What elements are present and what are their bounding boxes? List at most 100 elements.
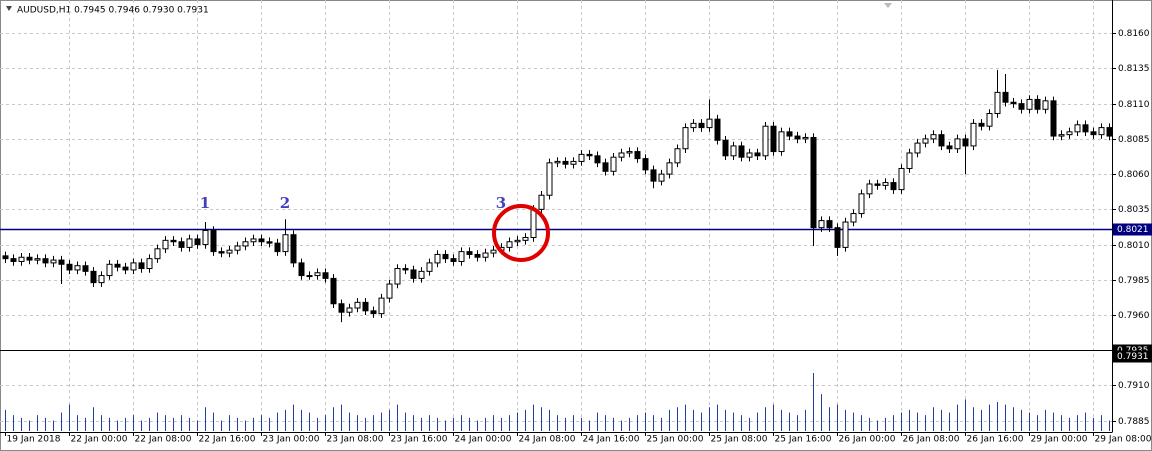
candle-body <box>850 213 857 223</box>
candle-body <box>10 258 17 262</box>
last-price-box <box>1113 350 1152 363</box>
x-tick-label: 22 Jan 00:00 <box>71 435 128 445</box>
candle-body <box>954 138 961 150</box>
candle-body <box>298 262 305 277</box>
candle-body <box>866 183 873 195</box>
candle-body <box>194 238 201 246</box>
candle-body <box>178 241 185 248</box>
y-tick-label: 0.8010 <box>1118 241 1150 251</box>
candle-body <box>378 297 385 315</box>
x-tick-label: 29 Jan 08:00 <box>1095 435 1152 445</box>
candle-body <box>394 268 401 285</box>
candle-body <box>794 135 801 140</box>
candle-body <box>50 259 57 264</box>
x-tick-label: 26 Jan 16:00 <box>967 435 1024 445</box>
candle-body <box>226 249 233 254</box>
candle-body <box>922 138 929 144</box>
candle-body <box>682 127 689 150</box>
y-tick-label: 0.8160 <box>1118 29 1150 39</box>
candle-body <box>402 268 409 271</box>
y-tick-label: 0.8085 <box>1118 135 1150 145</box>
y-tick-label: 0.8035 <box>1118 205 1150 215</box>
candle-body <box>690 122 697 129</box>
candle-body <box>930 134 937 140</box>
candle-body <box>82 265 89 272</box>
candle-body <box>770 125 777 153</box>
candle-body <box>1018 103 1025 110</box>
candle-body <box>914 142 921 154</box>
candle-body <box>274 242 281 253</box>
candle-body <box>858 193 865 215</box>
candle-body <box>978 122 985 127</box>
candle-body <box>122 266 129 271</box>
x-tick-label: 22 Jan 16:00 <box>199 435 256 445</box>
candle-body <box>338 303 345 313</box>
candle-body <box>330 277 337 305</box>
x-tick-label: 26 Jan 00:00 <box>839 435 896 445</box>
candle-body <box>554 160 561 164</box>
candle-body <box>602 162 609 172</box>
candle-body <box>58 259 65 265</box>
level-label: 0.8021 <box>1117 225 1149 235</box>
highlight-circle <box>492 204 550 262</box>
candle-body <box>66 263 73 271</box>
candle-body <box>130 262 137 271</box>
x-tick-label: 24 Jan 08:00 <box>519 435 576 445</box>
candle-body <box>898 167 905 191</box>
annotation: 2 <box>280 194 290 212</box>
candle-body <box>34 258 41 261</box>
candle-body <box>562 160 569 165</box>
candle-body <box>490 249 497 254</box>
candle-body <box>586 153 593 157</box>
candle-body <box>154 248 161 260</box>
candle-body <box>666 162 673 175</box>
candle-body <box>994 91 1001 115</box>
candle-body <box>634 151 641 160</box>
candle-body <box>642 158 649 171</box>
candle-body <box>730 145 737 157</box>
candle-body <box>1010 101 1017 105</box>
candle-body <box>722 139 729 157</box>
candle-body <box>650 169 657 182</box>
candle-body <box>946 145 953 150</box>
x-tick-label: 25 Jan 16:00 <box>775 435 832 445</box>
candle-body <box>706 118 713 129</box>
candle-body <box>442 253 449 260</box>
candle-body <box>354 301 361 309</box>
candle-body <box>522 237 529 241</box>
candle-body <box>530 208 537 239</box>
candle-body <box>370 310 377 315</box>
y-tick-label: 0.7960 <box>1118 311 1150 321</box>
candle-body <box>970 122 977 147</box>
candle-body <box>466 251 473 255</box>
candle-body <box>514 239 521 243</box>
y-tick-label: 0.8060 <box>1118 170 1150 180</box>
candle-body <box>434 253 441 264</box>
candle-body <box>266 241 273 244</box>
candle-body <box>882 182 889 186</box>
candle-body <box>1090 131 1097 136</box>
x-tick-label: 23 Jan 16:00 <box>391 435 448 445</box>
last-price-label: 0.7931 <box>1117 352 1149 362</box>
candle-body <box>810 136 817 229</box>
candle-body <box>626 151 633 154</box>
candle-body <box>714 118 721 141</box>
candle-body <box>906 152 913 169</box>
candle-body <box>874 183 881 186</box>
candle-body <box>890 182 897 191</box>
candle-body <box>386 283 393 299</box>
candle-body <box>1074 124 1081 133</box>
annotation: 1 <box>200 194 210 212</box>
candle-body <box>738 145 745 158</box>
candle-body <box>594 155 601 164</box>
candle-body <box>314 272 321 277</box>
candle-body <box>202 229 209 246</box>
candle-body <box>410 269 417 279</box>
candle-body <box>786 131 793 137</box>
x-tick-label: 25 Jan 00:00 <box>647 435 704 445</box>
candle-body <box>210 229 217 253</box>
candle-body <box>1002 91 1009 103</box>
candle-body <box>450 258 457 262</box>
x-tick-label: 24 Jan 00:00 <box>455 435 512 445</box>
